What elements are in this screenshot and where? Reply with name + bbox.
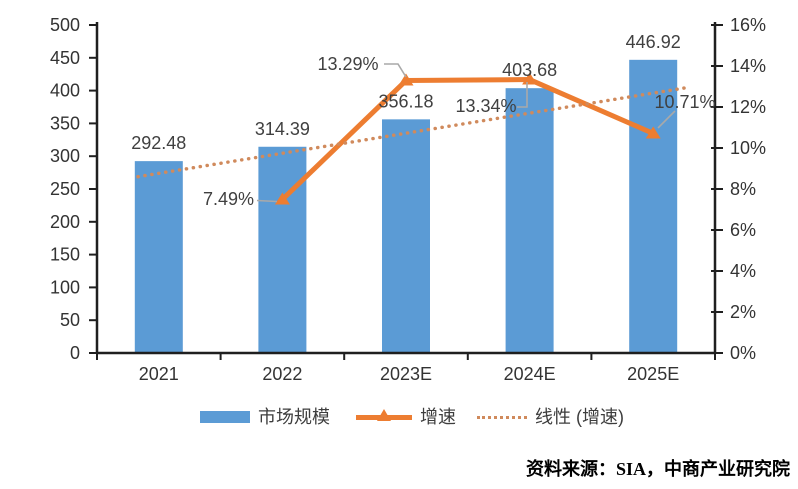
bar-value-label-2025E: 446.92 xyxy=(626,32,681,52)
label-leader-line xyxy=(657,110,676,129)
bar-value-label-2022: 314.39 xyxy=(255,119,310,139)
left-axis-label: 150 xyxy=(50,245,80,265)
bar-value-label-2021: 292.48 xyxy=(131,133,186,153)
right-axis-label: 8% xyxy=(730,179,756,199)
right-axis-label: 10% xyxy=(730,138,766,158)
chart-legend: 市场规模 增速 线性 (增速) xyxy=(0,404,798,430)
right-axis-label: 2% xyxy=(730,302,756,322)
label-leader-line xyxy=(384,63,407,78)
left-axis-label: 250 xyxy=(50,179,80,199)
bar-2023E xyxy=(382,119,430,353)
label-leader-line xyxy=(256,199,278,203)
left-axis-label: 200 xyxy=(50,212,80,232)
category-label-2022: 2022 xyxy=(262,364,302,384)
right-axis-label: 14% xyxy=(730,56,766,76)
legend-label-market-size: 市场规模 xyxy=(258,407,330,427)
right-axis-label: 12% xyxy=(730,97,766,117)
left-axis-label: 0 xyxy=(70,343,80,363)
bar-2025E xyxy=(629,59,678,353)
marker-2023E xyxy=(398,73,414,86)
left-axis-label: 450 xyxy=(50,48,80,68)
legend-label-growth: 增速 xyxy=(420,407,456,427)
source-note: 资料来源：SIA，中商产业研究院 xyxy=(525,459,790,479)
category-label-2025E: 2025E xyxy=(627,364,679,384)
bar-2024E xyxy=(505,88,554,354)
trendline-dotted xyxy=(136,85,692,179)
category-label-2023E: 2023E xyxy=(380,364,432,384)
left-axis-label: 500 xyxy=(50,15,80,35)
category-label-2021: 2021 xyxy=(139,364,179,384)
bar-2021 xyxy=(134,161,183,353)
bar-swatch-icon xyxy=(200,411,250,423)
growth-value-label-2024E: 13.34% xyxy=(455,96,516,116)
left-axis-label: 50 xyxy=(60,310,80,330)
left-axis-label: 300 xyxy=(50,146,80,166)
bar-value-label-2024E: 403.68 xyxy=(502,60,557,80)
legend-label-trendline: 线性 (增速) xyxy=(535,407,624,427)
growth-value-label-2023E: 13.29% xyxy=(317,54,378,74)
bar-2022 xyxy=(258,146,307,353)
right-axis-label: 16% xyxy=(730,15,766,35)
legend-item-trendline: 线性 (增速) xyxy=(477,404,624,430)
label-leader-line xyxy=(517,82,528,108)
marker-2025E xyxy=(645,126,661,139)
right-axis-label: 0% xyxy=(730,343,756,363)
marker-2024E xyxy=(522,72,538,85)
growth-line xyxy=(279,77,656,202)
left-axis-label: 100 xyxy=(50,277,80,297)
dotted-line-swatch-icon xyxy=(477,415,527,419)
right-axis-label: 4% xyxy=(730,261,756,281)
left-axis-label: 350 xyxy=(50,113,80,133)
growth-value-label-2022: 7.49% xyxy=(203,189,254,209)
bar-value-label-2023E: 356.18 xyxy=(378,91,433,111)
growth-value-label-2025E: 10.71% xyxy=(654,92,715,112)
legend-item-growth: 增速 xyxy=(356,404,456,430)
right-axis-label: 6% xyxy=(730,220,756,240)
left-axis-label: 400 xyxy=(50,81,80,101)
marker-2022 xyxy=(274,192,290,205)
line-marker-swatch-icon xyxy=(356,404,412,430)
triangle-marker-icon xyxy=(377,409,391,421)
legend-item-market-size: 市场规模 xyxy=(200,404,330,430)
category-label-2024E: 2024E xyxy=(504,364,556,384)
